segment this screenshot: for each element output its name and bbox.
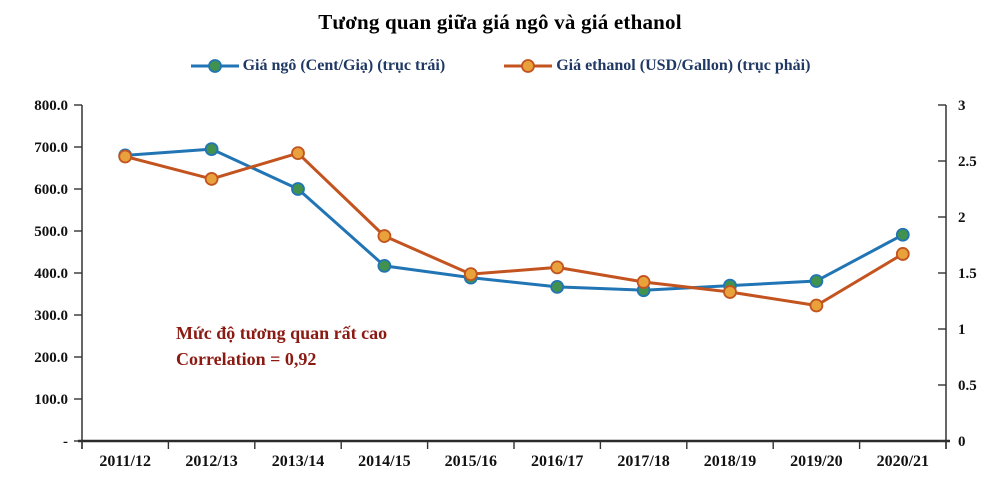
corn-data-point: [895, 227, 910, 242]
annotation-line2: Correlation = 0,92: [176, 349, 317, 370]
left-axis-tick-label: 300.0: [34, 308, 68, 324]
correlation-annotation: Mức độ tương quan rất cao Correlation = …: [176, 320, 387, 372]
right-axis-tick-label: 2: [958, 210, 966, 226]
ethanol-data-point: [636, 275, 651, 289]
left-axis-tick-label: 800.0: [34, 98, 68, 114]
ethanol-data-point: [463, 267, 478, 282]
left-axis-tick-label: 100.0: [34, 392, 68, 408]
right-axis-tick-label: 0: [958, 434, 966, 450]
corn-data-point: [204, 142, 219, 157]
annotation-line1: Mức độ tương quan rất cao: [176, 323, 388, 343]
legend-entry-ethanol: Giá ethanol (USD/Gallon) (trục phải): [503, 57, 810, 75]
x-axis-category-label: 2012/13: [185, 453, 237, 470]
legend-entry-corn: Giá ngô (Cent/Giạ) (trục trái): [190, 57, 446, 75]
corn-data-point: [291, 182, 305, 196]
ethanol-data-point: [291, 146, 305, 161]
left-axis-tick-label: 400.0: [34, 266, 68, 282]
right-axis-tick-label: 1: [958, 322, 966, 338]
right-axis-tick-label: 2.5: [958, 154, 977, 170]
left-axis-tick-label: 700.0: [34, 140, 68, 156]
x-axis-category-label: 2020/21: [877, 453, 929, 470]
corn-data-point: [550, 279, 565, 294]
x-axis-category-label: 2019/20: [790, 453, 842, 470]
chart-title: Tương quan giữa giá ngô và giá ethanol: [318, 10, 682, 34]
ethanol-data-point: [118, 149, 133, 164]
left-axis-tick-label: 200.0: [34, 350, 68, 366]
x-axis-category-label: 2018/19: [704, 453, 756, 470]
right-axis-tick-label: 0.5: [958, 378, 977, 394]
x-axis-category-label: 2013/14: [272, 453, 324, 470]
corn-series-line: [125, 147, 904, 292]
ethanol-data-point: [377, 229, 392, 243]
left-axis-tick-label: 500.0: [34, 224, 68, 240]
x-axis-category-label: 2011/12: [99, 453, 151, 470]
x-axis-category-label: 2014/15: [358, 453, 410, 470]
legend: Giá ngô (Cent/Giạ) (trục trái) Giá ethan…: [0, 57, 1000, 75]
corn-data-point: [809, 274, 824, 288]
ethanol-data-point: [895, 247, 910, 261]
x-axis-category-label: 2017/18: [617, 453, 669, 470]
ethanol-data-point: [723, 285, 737, 299]
left-axis-tick-label: -: [63, 434, 68, 450]
right-axis-tick-label: 1.5: [958, 266, 977, 282]
corn-data-point: [377, 258, 392, 273]
ethanol-series-marker-icon: [504, 59, 553, 73]
left-axis-tick-label: 600.0: [34, 182, 68, 198]
legend-label-ethanol: Giá ethanol (USD/Gallon) (trục phải): [556, 57, 811, 74]
right-axis-tick-label: 3: [958, 98, 966, 114]
x-axis-category-label: 2016/17: [531, 453, 583, 470]
ethanol-data-point: [204, 172, 219, 186]
x-axis-category-label: 2015/16: [445, 453, 497, 470]
legend-label-corn: Giá ngô (Cent/Giạ) (trục trái): [242, 57, 446, 74]
ethanol-data-point: [809, 298, 824, 313]
corn-series-marker-icon: [190, 59, 239, 73]
ethanol-series-line: [124, 151, 904, 307]
ethanol-data-point: [550, 260, 565, 275]
